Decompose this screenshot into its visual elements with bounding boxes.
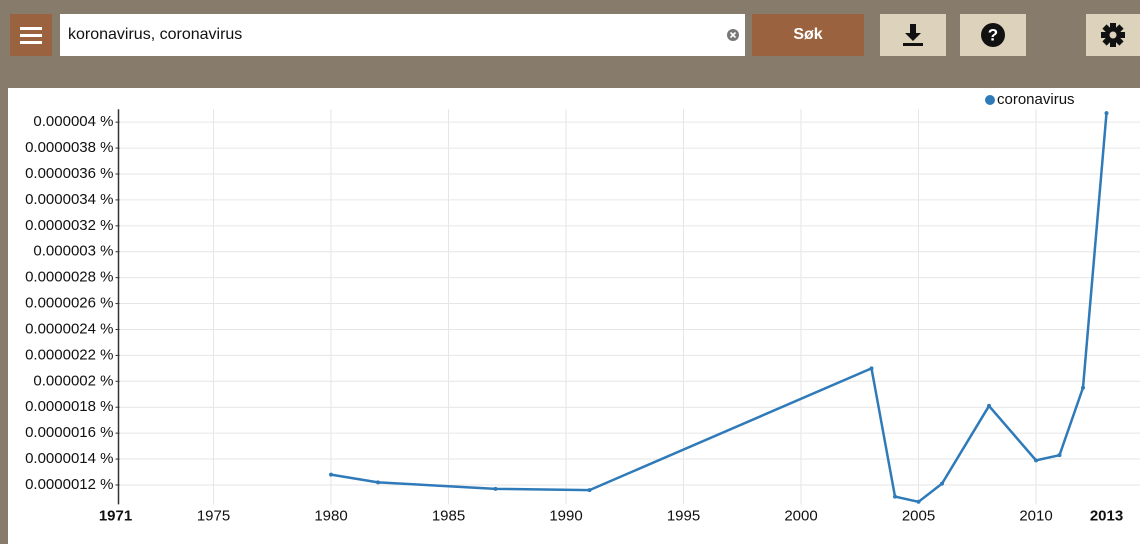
svg-text:?: ? bbox=[988, 25, 998, 44]
x-tick-label: 1985 bbox=[432, 507, 465, 524]
legend-marker bbox=[985, 95, 995, 105]
y-tick-label: 0.0000028 % bbox=[25, 269, 113, 286]
x-tick-label: 2000 bbox=[784, 507, 817, 524]
x-tick-label: 2010 bbox=[1019, 507, 1052, 524]
y-tick-label: 0.0000014 % bbox=[25, 450, 113, 467]
clear-icon[interactable] bbox=[727, 29, 739, 41]
series-line bbox=[330, 112, 1108, 504]
legend-label: coronavirus bbox=[997, 91, 1075, 108]
y-tick-label: 0.0000016 % bbox=[25, 424, 113, 441]
x-tick-label: 1975 bbox=[197, 507, 230, 524]
data-point bbox=[940, 481, 944, 486]
y-tick-label: 0.0000012 % bbox=[25, 476, 113, 493]
x-tick-label: 1995 bbox=[667, 507, 700, 524]
y-tick-label: 0.0000024 % bbox=[25, 320, 113, 337]
x-tick-label: 1980 bbox=[314, 507, 347, 524]
data-point bbox=[1081, 385, 1085, 390]
y-tick-label: 0.000003 % bbox=[33, 243, 113, 260]
help-icon: ? bbox=[981, 23, 1005, 47]
y-tick-label: 0.0000026 % bbox=[25, 295, 113, 312]
side-border bbox=[0, 88, 8, 544]
x-tick-label: 2005 bbox=[902, 507, 935, 524]
menu-button[interactable] bbox=[10, 14, 52, 56]
settings-button[interactable] bbox=[1086, 14, 1140, 56]
y-tick-label: 0.0000038 % bbox=[25, 139, 113, 156]
x-tick-label: 2013 bbox=[1090, 507, 1123, 524]
data-point bbox=[493, 486, 498, 491]
search-text: koronavirus, coronavirus bbox=[68, 26, 243, 43]
data-point bbox=[987, 403, 991, 408]
y-tick-label: 0.0000034 % bbox=[25, 191, 113, 208]
y-tick-label: 0.0000018 % bbox=[25, 398, 113, 415]
data-point bbox=[376, 480, 380, 485]
help-button[interactable]: ? bbox=[960, 14, 1026, 56]
x-tick-label: 1971 bbox=[99, 507, 132, 524]
download-icon bbox=[903, 24, 923, 46]
data-point bbox=[916, 499, 921, 504]
menu-icon bbox=[20, 27, 42, 44]
search-button[interactable]: Søk bbox=[752, 14, 864, 56]
download-button[interactable] bbox=[880, 14, 946, 56]
search-input[interactable]: koronavirus, coronavirus bbox=[60, 14, 745, 56]
data-point bbox=[869, 366, 874, 371]
data-point bbox=[893, 494, 897, 499]
settings-icon bbox=[1101, 23, 1125, 47]
y-tick-label: 0.0000036 % bbox=[25, 165, 113, 182]
y-tick-label: 0.000004 % bbox=[33, 113, 113, 130]
x-tick-label: 1990 bbox=[549, 507, 582, 524]
data-point bbox=[329, 472, 333, 477]
data-point bbox=[1057, 453, 1062, 458]
data-point bbox=[587, 488, 592, 493]
y-tick-label: 0.0000022 % bbox=[25, 346, 113, 363]
y-tick-label: 0.000002 % bbox=[33, 372, 113, 389]
y-tick-label: 0.0000032 % bbox=[25, 217, 113, 234]
data-point bbox=[1104, 111, 1109, 116]
data-point bbox=[1034, 458, 1038, 463]
